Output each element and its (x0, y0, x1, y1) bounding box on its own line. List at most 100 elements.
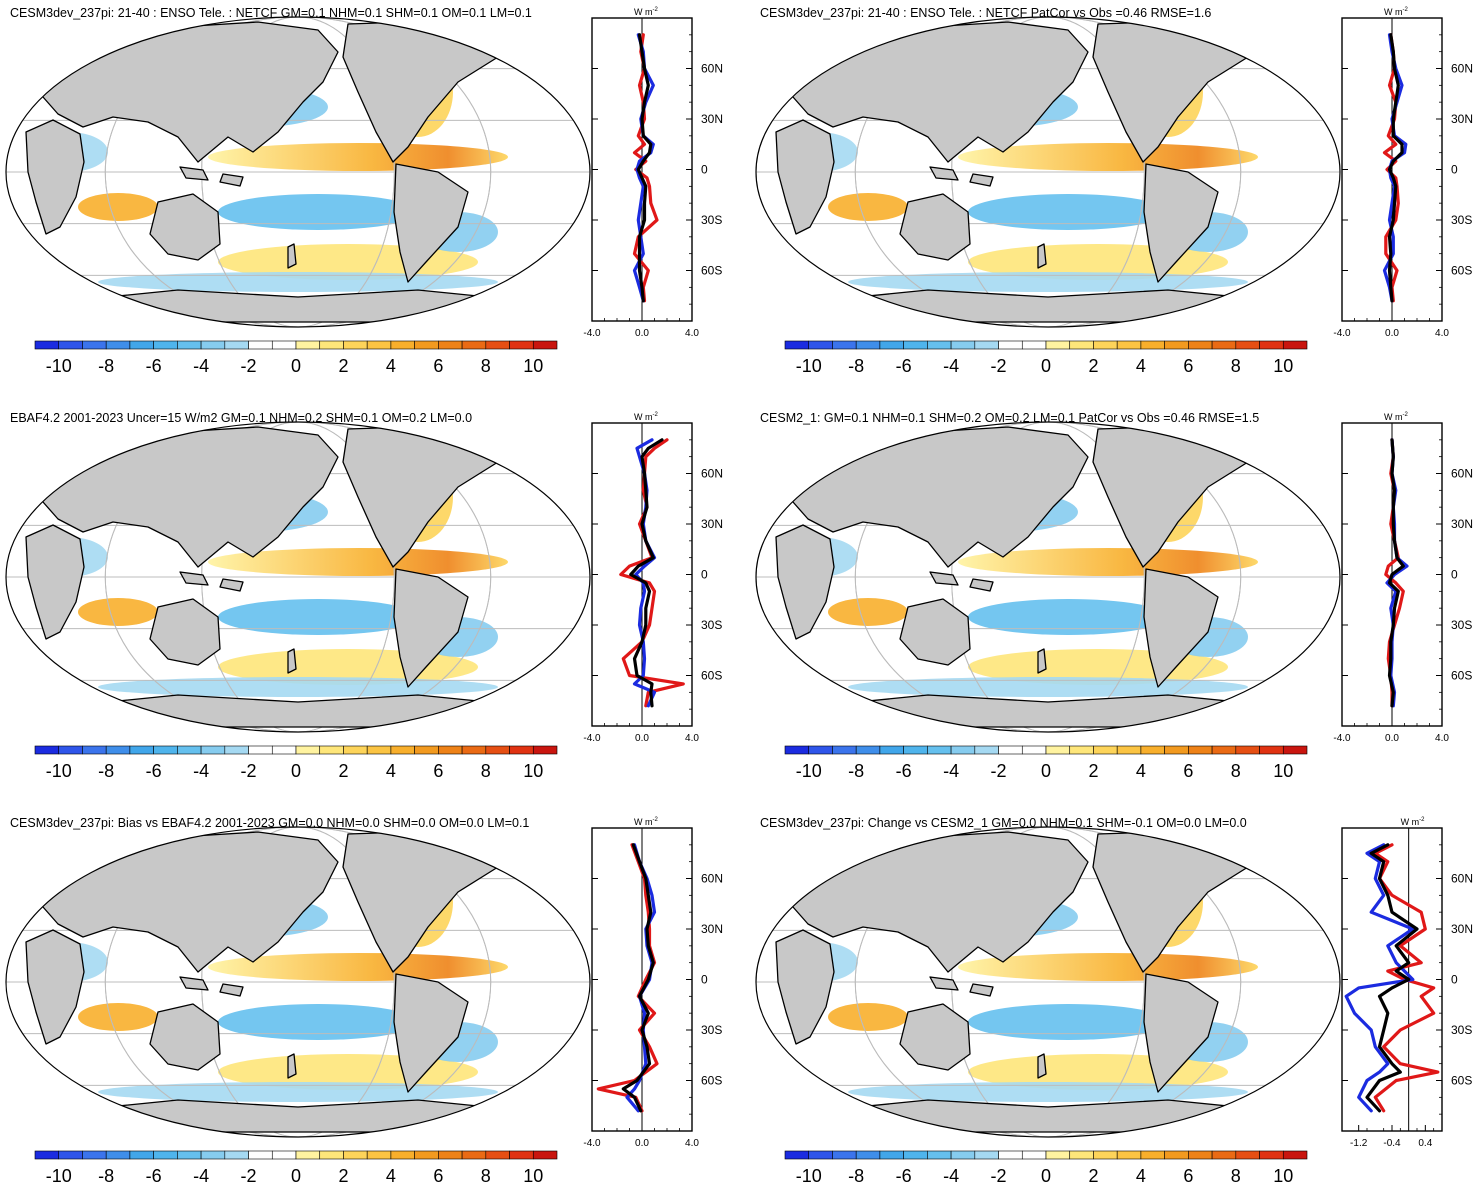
colorbar-swatch (1164, 745, 1189, 755)
colorbar-swatch (1093, 1150, 1118, 1160)
colorbar-swatch (58, 1150, 83, 1160)
graticule-longitude (854, 17, 1242, 327)
colorbar-swatch (1235, 745, 1260, 755)
colorbar-swatch (224, 745, 249, 755)
series-black-line (636, 33, 653, 303)
colorbar-swatch (1140, 1150, 1165, 1160)
anomaly-region (828, 598, 908, 626)
colorbar-tick-label: -6 (896, 1166, 912, 1186)
colorbar-swatch (974, 745, 999, 755)
zonal-mean-plot: 60N 30N 0 30S 60S -4.0 0.0 4.0 W m-2 (583, 7, 723, 339)
colorbar-tick-label: -10 (796, 356, 822, 376)
lat-label: 30S (701, 213, 722, 227)
lat-label: 60N (701, 872, 723, 886)
colorbar-swatch (1282, 340, 1308, 350)
lat-label: 60S (1451, 1074, 1472, 1088)
colorbar-swatch (974, 340, 999, 350)
colorbar-tick-label: -4 (193, 356, 209, 376)
colorbar-swatch (855, 340, 881, 350)
colorbar-tick-label: -6 (146, 1166, 162, 1186)
colorbar-swatch (1188, 745, 1213, 755)
colorbar-tick-label: 4 (386, 761, 396, 781)
panel-title: CESM3dev_237pi: Change vs CESM2_1 GM=0.0… (760, 816, 1247, 830)
colorbar-swatch (1069, 745, 1094, 755)
colorbar-tick-label: 8 (481, 356, 491, 376)
anomaly-region (848, 677, 1248, 697)
lat-label: 30N (1451, 112, 1473, 126)
colorbar-swatch (58, 745, 83, 755)
colorbar-swatch (248, 745, 273, 755)
colorbar-tick-label: 10 (523, 761, 543, 781)
colorbar-tick-label: -10 (46, 761, 72, 781)
colorbar-swatch (248, 340, 273, 350)
anomaly-region (848, 1082, 1248, 1102)
colorbar-swatch (509, 745, 534, 755)
x-tick-label: 0.0 (1385, 733, 1399, 744)
colorbar-swatch (1164, 1150, 1189, 1160)
colorbar-swatch (82, 745, 107, 755)
colorbar-swatch (271, 745, 297, 755)
colorbar-swatch (927, 340, 952, 350)
colorbar-tick-label: -2 (991, 356, 1007, 376)
lat-label: 30N (1451, 517, 1473, 531)
colorbar-tick-label: 8 (481, 1166, 491, 1186)
colorbar-tick-label: 2 (1088, 356, 1098, 376)
colorbar-tick-label: 10 (1273, 1166, 1293, 1186)
colorbar-swatch (129, 745, 154, 755)
colorbar-swatch (295, 1150, 321, 1160)
colorbar-tick-label: 0 (1041, 356, 1051, 376)
colorbar-swatch (974, 1150, 999, 1160)
unit-superscript: -2 (653, 412, 659, 418)
map-border (755, 16, 1341, 328)
colorbar-swatch (438, 745, 463, 755)
x-tick-label: -4.0 (1333, 733, 1351, 744)
lat-label: 60S (1451, 264, 1472, 278)
colorbar-tick-label: -8 (98, 1166, 114, 1186)
colorbar-swatch (509, 1150, 534, 1160)
lat-label: 30S (1451, 213, 1472, 227)
colorbar-swatch (1211, 1150, 1237, 1160)
colorbar-tick-label: -2 (241, 761, 257, 781)
colorbar-swatch (414, 340, 439, 350)
panel-title: EBAF4.2 2001-2023 Uncer=15 W/m2 GM=0.1 N… (10, 411, 472, 425)
series-red-line (596, 843, 659, 1113)
colorbar-swatch (343, 745, 368, 755)
x-tick-label: 0.0 (1385, 328, 1399, 339)
series-black-line (1387, 438, 1405, 708)
graticule-longitude (854, 422, 1242, 732)
anomaly-region (78, 1003, 158, 1031)
colorbar-swatch (1021, 1150, 1047, 1160)
unit-superscript: -2 (653, 817, 659, 823)
lat-label: 30N (1451, 922, 1473, 936)
colorbar-swatch (200, 340, 226, 350)
zonal-mean-plot: 60N 30N 0 30S 60S -4.0 0.0 4.0 W m-2 (583, 412, 723, 744)
colorbar-swatch (248, 1150, 273, 1160)
colorbar-swatch (58, 340, 83, 350)
colorbar-swatch (1045, 1150, 1071, 1160)
colorbar-swatch (532, 340, 558, 350)
series-blue-line (1344, 843, 1415, 1113)
colorbar-tick-label: 0 (291, 356, 301, 376)
colorbar-tick-label: 0 (291, 1166, 301, 1186)
colorbar-tick-label: 4 (1136, 1166, 1146, 1186)
x-tick-label: 4.0 (685, 1138, 699, 1149)
x-tick-label: 4.0 (1435, 328, 1449, 339)
colorbar-tick-label: -4 (943, 356, 959, 376)
colorbar-tick-label: 4 (1136, 356, 1146, 376)
map-1 (6, 17, 590, 327)
colorbar-tick-label: -6 (896, 761, 912, 781)
colorbar-tick-label: -2 (991, 761, 1007, 781)
x-tick-label: -4.0 (583, 733, 601, 744)
unit-label: W m-2 (1384, 412, 1408, 422)
map-5 (6, 827, 590, 1137)
map-4 (756, 422, 1340, 732)
colorbar-swatch (1045, 340, 1071, 350)
colorbar-swatch (1116, 745, 1142, 755)
colorbar-tick-label: 8 (1231, 1166, 1241, 1186)
colorbar-swatch (1093, 340, 1118, 350)
colorbar-tick-label: 8 (1231, 761, 1241, 781)
colorbar-swatch (1140, 745, 1165, 755)
colorbar-tick-label: 4 (1136, 761, 1146, 781)
colorbar-swatch (1259, 745, 1284, 755)
map-border (5, 16, 591, 328)
